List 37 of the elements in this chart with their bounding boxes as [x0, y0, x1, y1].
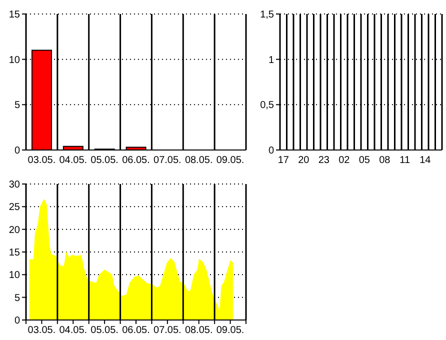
- x-tick-label: 09.05.: [216, 325, 244, 336]
- x-tick-label: 04.05.: [59, 155, 88, 166]
- y-tick-label: 0: [14, 146, 20, 157]
- y-tick-label: 0: [14, 316, 20, 327]
- x-tick-label: 05: [358, 155, 370, 166]
- x-tick-label: 03.05.: [28, 155, 56, 166]
- x-tick-label: 05.05.: [90, 325, 118, 336]
- x-tick-label: 06.05.: [122, 155, 150, 166]
- x-tick-label: 06.05.: [122, 325, 150, 336]
- y-tick-label: 0: [268, 146, 274, 157]
- x-tick-label: 08.05.: [184, 155, 213, 166]
- y-tick-label: 25: [8, 202, 20, 214]
- x-tick-label: 08.05.: [184, 325, 213, 336]
- x-tick-label: 07.05.: [154, 155, 182, 166]
- x-tick-label: 09.05.: [216, 155, 244, 166]
- x-tick-label: 07.05.: [154, 325, 182, 336]
- y-tick-label: 1,5: [260, 10, 274, 21]
- y-tick-label: 30: [8, 180, 20, 191]
- y-tick-label: 10: [8, 54, 20, 66]
- x-tick-label: 17: [278, 155, 290, 166]
- y-tick-label: 15: [8, 248, 20, 259]
- y-tick-label: 5: [14, 100, 20, 112]
- y-tick-label: 1: [268, 54, 274, 66]
- x-tick-label: 05.05.: [90, 155, 118, 166]
- x-tick-label: 14: [420, 155, 432, 166]
- y-tick-label: 20: [8, 224, 20, 236]
- x-tick-label: 11: [400, 155, 410, 166]
- y-tick-label: 0,5: [260, 100, 274, 112]
- x-tick-label: 03.05.: [28, 325, 56, 336]
- y-tick-label: 10: [8, 270, 20, 282]
- x-tick-label: 23: [318, 155, 330, 166]
- x-tick-label: 20: [298, 155, 310, 166]
- x-tick-label: 02: [338, 155, 350, 166]
- y-tick-label: 5: [14, 292, 20, 304]
- x-tick-label: 04.05.: [59, 325, 88, 336]
- x-tick-label: 08: [379, 155, 391, 166]
- y-tick-label: 15: [8, 10, 20, 21]
